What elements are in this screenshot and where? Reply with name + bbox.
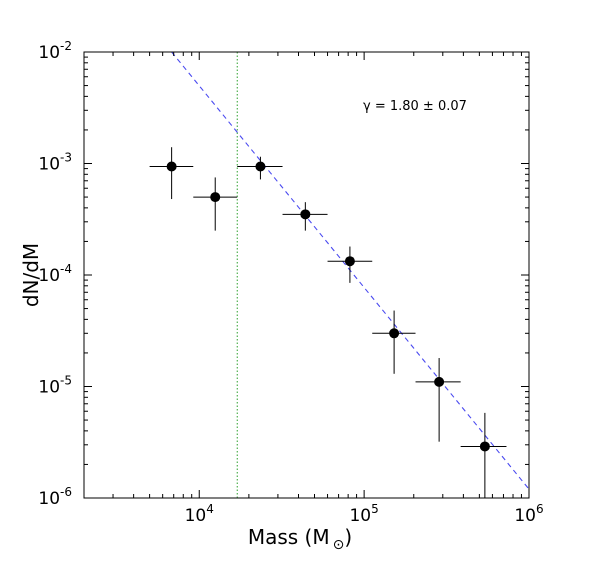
data-point-6 (434, 376, 445, 387)
plot-area (149, 52, 529, 498)
y-tick-label-0: 10-6 (38, 485, 72, 509)
data-point-5 (389, 328, 400, 339)
x-tick-label-2: 106 (514, 502, 543, 526)
y-tick-label-1: 10-5 (38, 374, 72, 398)
data-point-1 (210, 192, 221, 203)
data-point-4 (344, 256, 355, 267)
y-axis-label: dN/dM (19, 243, 43, 307)
data-point-3 (300, 209, 311, 220)
x-axis-label: Mass (M ⊙) (248, 525, 352, 553)
y-tick-label-3: 10-3 (38, 151, 72, 175)
data-point-2 (255, 161, 266, 172)
y-tick-label-2: 10-4 (38, 262, 72, 286)
axis-tick-labels: 104 105 106 10-6 10-5 10-4 10-3 10-2 (38, 39, 543, 526)
x-tick-label-1: 105 (349, 502, 378, 526)
y-tick-label-4: 10-2 (38, 39, 72, 63)
axis-ticks (83, 51, 530, 499)
plot-frame (83, 51, 530, 499)
x-tick-label-0: 104 (185, 502, 214, 526)
data-point-7 (479, 441, 490, 452)
fit-annotation: γ = 1.80 ± 0.07 (363, 99, 467, 114)
data-point-0 (166, 161, 177, 172)
